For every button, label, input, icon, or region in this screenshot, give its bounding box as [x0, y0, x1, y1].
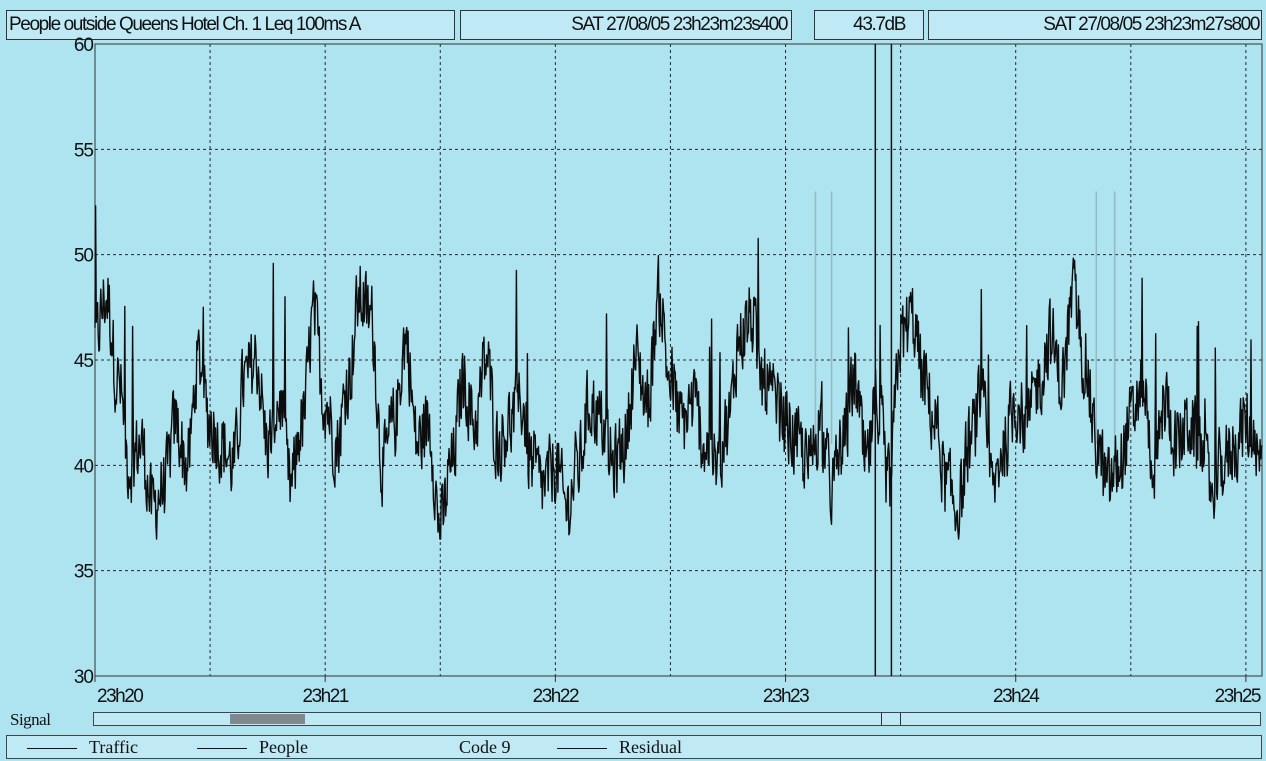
y-tick-label: 35: [74, 562, 94, 583]
legend-label: Traffic: [89, 737, 138, 757]
y-tick-label: 30: [74, 667, 94, 688]
y-tick-label: 55: [74, 140, 94, 161]
cursor-level-readout: 43.7dB: [814, 10, 924, 40]
legend-line: [557, 748, 607, 750]
signal-label: Signal: [10, 710, 51, 729]
legend-item[interactable]: People: [197, 737, 308, 758]
y-tick-label: 60: [74, 35, 94, 56]
y-tick-label: 45: [74, 351, 94, 372]
legend-label: Code 9: [459, 737, 511, 757]
legend-line: [197, 748, 247, 750]
x-tick-label: 23h21: [303, 686, 349, 707]
x-tick-label: 23h25: [1215, 686, 1261, 707]
legend: Traffic People Code 9 Residual: [6, 735, 1262, 759]
legend-label: Residual: [619, 737, 682, 757]
cursor-marker-left: [881, 713, 882, 725]
y-tick-label: 40: [74, 456, 94, 477]
legend-item[interactable]: Residual: [557, 737, 682, 758]
x-tick-label: 23h23: [763, 686, 809, 707]
start-time-field[interactable]: SAT 27/08/05 23h23m23s400: [460, 10, 792, 40]
leq-trace: [94, 205, 1263, 540]
y-tick-label: 50: [74, 246, 94, 267]
legend-item[interactable]: Traffic: [27, 737, 138, 758]
end-time-field[interactable]: SAT 27/08/05 23h23m27s800: [928, 10, 1262, 40]
cursor-marker-right: [900, 713, 901, 725]
x-tick-label: 23h22: [533, 686, 579, 707]
x-tick-label: 23h20: [97, 686, 143, 707]
legend-line: [27, 748, 77, 750]
signal-scrollbar[interactable]: [93, 712, 1261, 726]
x-tick-label: 23h24: [993, 686, 1040, 707]
legend-item[interactable]: Code 9: [397, 737, 511, 758]
signal-scroll-thumb[interactable]: [230, 714, 305, 724]
measurement-title: People outside Queens Hotel Ch. 1 Leq 10…: [6, 10, 455, 40]
legend-label: People: [259, 737, 308, 757]
